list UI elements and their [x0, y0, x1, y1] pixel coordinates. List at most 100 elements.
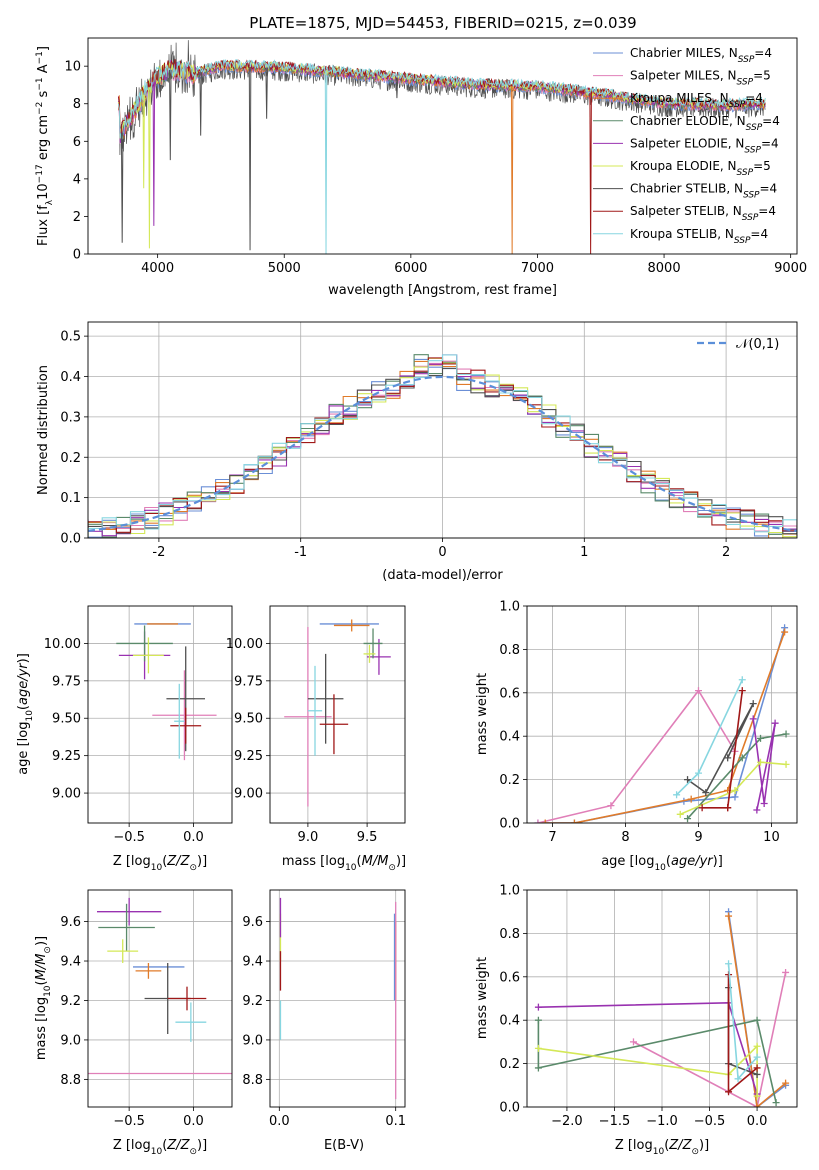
tick-label-y: 9.00: [234, 787, 263, 802]
tick-label-x: 0.0: [747, 1114, 768, 1129]
tick-label-y: 0.8: [499, 643, 520, 658]
label-part: Kroupa MILES, N: [630, 91, 729, 105]
tick-label-x: -1: [294, 545, 307, 560]
series-marker: [687, 795, 695, 803]
series-marker: [771, 719, 779, 727]
series-marker: [781, 628, 789, 636]
tick-label-x: 0.1: [385, 1114, 406, 1129]
series-marker: [684, 776, 692, 784]
label-part: Salpeter ELODIE, N: [630, 136, 744, 150]
legend-label: Kroupa ELODIE, NSSP=5: [630, 159, 771, 178]
label-part: Kroupa STELIB, N: [630, 227, 734, 241]
figure-title: PLATE=1875, MJD=54453, FIBERID=0215, z=0…: [249, 14, 636, 32]
series-line-kroupa_miles: [727, 915, 787, 1107]
age_vs_Z-plot-area: [116, 623, 217, 761]
tick-label-y: 0.0: [60, 532, 81, 547]
series-line-kroupa_elodie: [679, 761, 787, 816]
series-marker: [757, 758, 765, 766]
series-marker: [702, 789, 710, 797]
spectrum-absorption-line: [265, 67, 268, 119]
age_vs_mass-plot-area: [284, 619, 391, 807]
tick-label-y: 10: [64, 60, 81, 75]
tick-label-y: 9.25: [52, 749, 81, 764]
tick-label-x: 1: [580, 545, 588, 560]
label-part: Z [log: [113, 854, 151, 869]
tick-label-y: 0.3: [60, 410, 81, 425]
series-line-chabrier_elodie: [537, 1019, 777, 1103]
label-part: 10: [151, 1147, 163, 1157]
series-marker: [541, 819, 549, 823]
tick-label-y: 6: [73, 135, 81, 150]
tick-label-x: 10: [763, 830, 780, 845]
series-marker: [694, 769, 702, 777]
series-marker: [738, 687, 746, 695]
label-part: =4: [750, 227, 768, 241]
tick-label-y: 9.75: [234, 674, 263, 689]
series-line-salpeter_stelib: [702, 690, 744, 809]
tick-label-y: 9.75: [52, 674, 81, 689]
mass_vs_ebv-plot-area: [279, 897, 397, 1100]
tick-label-y: 4: [73, 172, 81, 187]
tick-label-y: 9.6: [60, 915, 81, 930]
tick-label-x: −2.0: [551, 1114, 583, 1129]
tick-label-y: 9.2: [242, 994, 263, 1009]
series-line-salpeter_miles: [633, 972, 787, 1107]
series-marker: [673, 791, 681, 799]
tick-label-y: 0.0: [499, 817, 520, 832]
spectrum-absorption-line: [248, 67, 252, 251]
label-part: )]: [396, 854, 406, 869]
label-part: SSP: [737, 78, 754, 88]
legend-label: Kroupa STELIB, NSSP=4: [630, 227, 768, 246]
series-marker: [753, 1103, 761, 1107]
x-axis-label: Z [log10(Z/Z⊙)]: [113, 1138, 207, 1157]
mass_vs_Z-plot-area: [88, 897, 232, 1075]
label-part: =4: [758, 204, 776, 218]
series-marker: [760, 799, 768, 807]
y-axis-label: mass weight: [475, 673, 490, 755]
label-part: SSP: [744, 145, 761, 155]
label-part: =5: [753, 159, 771, 173]
legend-label: Chabrier MILES, NSSP=4: [630, 46, 772, 65]
label-part: age [log: [16, 722, 31, 775]
axes-frame: [87, 321, 798, 539]
label-part: =4: [760, 182, 778, 196]
series-line-chabrier_stelib: [687, 703, 754, 794]
label-part: =4: [761, 136, 779, 150]
tick-label-x: 0.0: [183, 1114, 204, 1129]
label-part: Z/Z: [668, 1138, 692, 1153]
label-part: 10: [653, 1147, 665, 1157]
series-marker: [724, 804, 732, 812]
label-part: −2: [35, 102, 45, 115]
tick-label-y: 0.5: [60, 330, 81, 345]
series-marker: [753, 1070, 761, 1078]
series-marker: [753, 1053, 761, 1061]
series-marker: [725, 1088, 733, 1096]
series-marker: [738, 676, 746, 684]
tick-label-x: −1.0: [646, 1114, 678, 1129]
tick-label-y: 1.0: [499, 600, 520, 615]
label-part: 10: [36, 183, 51, 200]
series-marker: [725, 912, 733, 920]
legend-label: Salpeter ELODIE, NSSP=4: [630, 136, 779, 155]
label-part: mass [log: [34, 997, 49, 1060]
tick-label-x: 9.5: [357, 830, 378, 845]
series-marker: [782, 1079, 790, 1087]
label-part: =5: [753, 69, 771, 83]
axes-frame: [87, 605, 233, 824]
tick-label-y: 9.0: [60, 1033, 81, 1048]
axes-frame: [269, 889, 406, 1108]
series-marker: [731, 793, 739, 801]
label-part: age/yr: [16, 662, 31, 705]
series-line-kroupa_elodie: [538, 1044, 758, 1097]
legend-label: Chabrier ELODIE, NSSP=4: [630, 114, 780, 133]
label-part: SSP: [738, 55, 755, 65]
label-part: M/M: [362, 854, 389, 869]
tick-label-x: 4000: [141, 261, 174, 276]
label-part: 10: [25, 710, 35, 722]
label-part: SSP: [743, 191, 760, 201]
label-part: 10: [345, 863, 357, 873]
label-part: (: [34, 980, 49, 985]
series-marker: [724, 754, 732, 762]
